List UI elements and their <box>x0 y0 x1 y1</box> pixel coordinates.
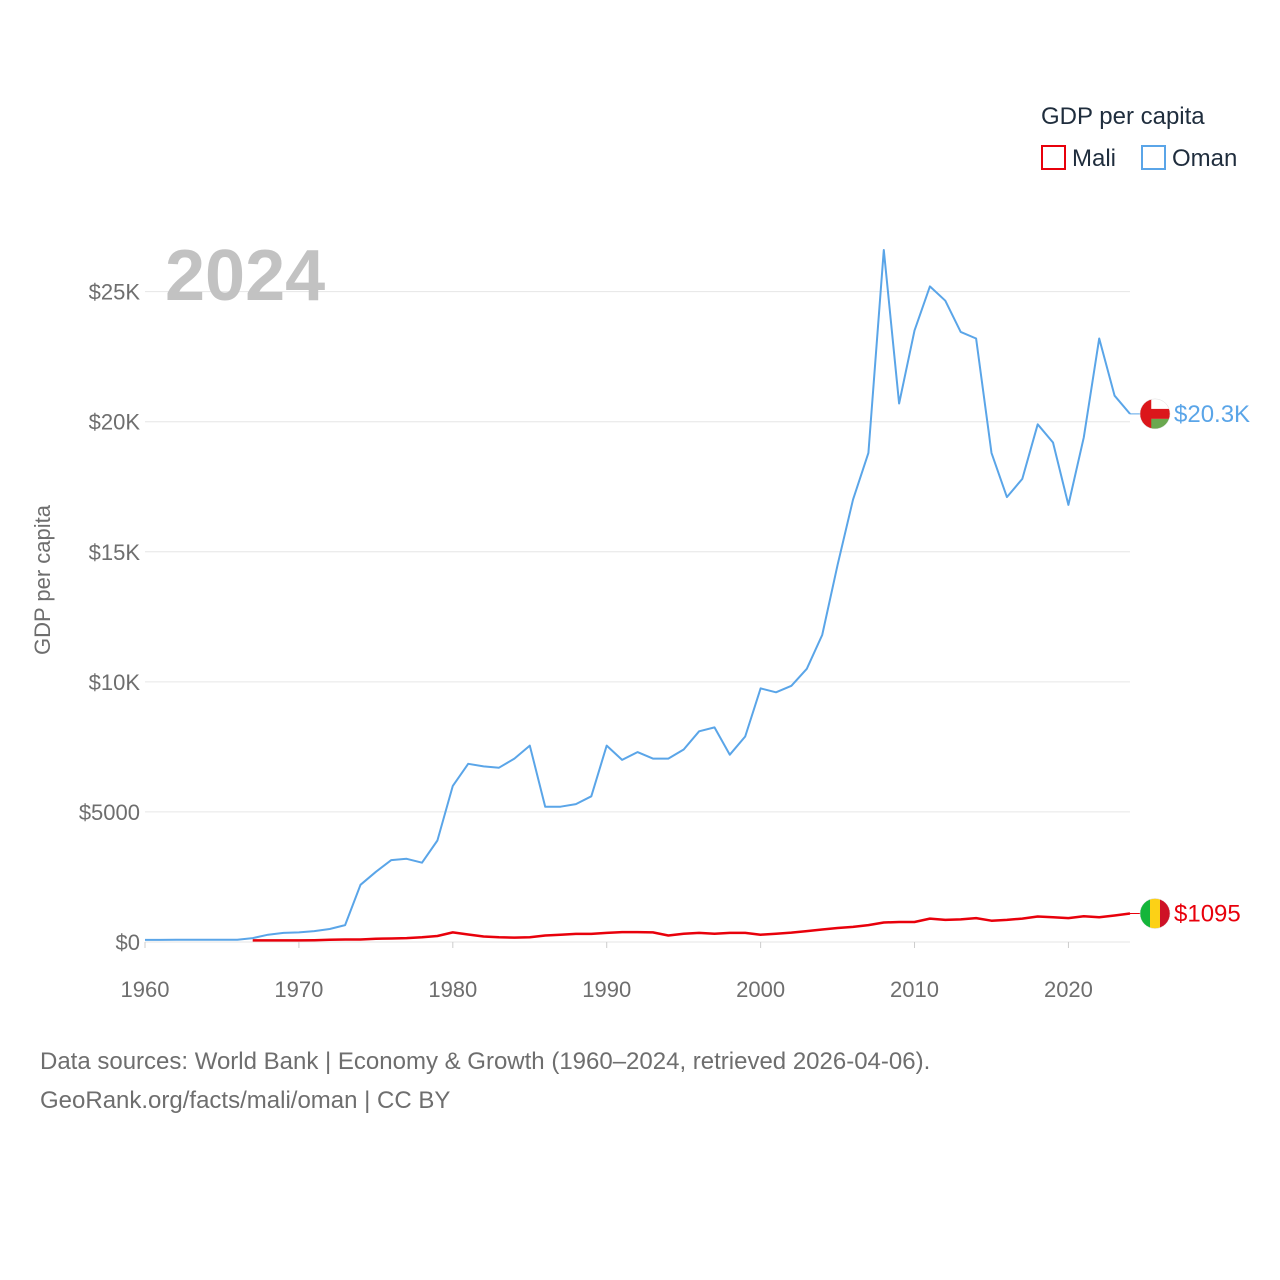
y-tick-label: $20K <box>89 410 141 435</box>
x-tick-label: 2000 <box>736 977 785 1002</box>
y-tick-label: $10K <box>89 670 141 695</box>
legend-item-oman[interactable]: Oman <box>1141 145 1237 172</box>
y-axis-label: GDP per capita <box>30 504 55 655</box>
end-markers: $1095 $20.3K <box>1130 398 1250 929</box>
legend-label-mali: Mali <box>1072 145 1116 172</box>
x-tick-label: 1980 <box>428 977 477 1002</box>
series-lines <box>145 249 1131 942</box>
x-tick-label: 2020 <box>1044 977 1093 1002</box>
legend-swatch-mali <box>1041 145 1066 170</box>
y-tick-label: $0 <box>116 930 140 955</box>
year-label: 2024 <box>165 236 325 316</box>
credit-line[interactable]: GeoRank.org/facts/mali/oman | CC BY <box>40 1087 451 1114</box>
source-line: Data sources: World Bank | Economy & Gro… <box>40 1048 931 1075</box>
legend-item-mali[interactable]: Mali <box>1041 145 1116 172</box>
source-footer: Data sources: World Bank | Economy & Gro… <box>40 1042 930 1120</box>
grid-lines <box>145 291 1130 943</box>
x-tick-label: 1960 <box>121 977 170 1002</box>
end-label-mali: $1095 <box>1174 901 1241 928</box>
x-axis-ticks: 1960 1970 1980 1990 2000 2010 2020 <box>121 942 1093 1002</box>
legend-swatch-oman <box>1141 145 1166 170</box>
y-tick-label: $5000 <box>79 800 140 825</box>
x-tick-label: 2010 <box>890 977 939 1002</box>
y-tick-label: $25K <box>89 280 141 305</box>
y-axis-ticks: $0 $5000 $10K $15K $20K $25K <box>79 280 141 955</box>
legend-title: GDP per capita <box>1041 103 1205 130</box>
legend-label-oman: Oman <box>1172 145 1237 172</box>
series-line-mali[interactable] <box>252 912 1131 942</box>
end-label-oman: $20.3K <box>1174 401 1250 428</box>
x-tick-label: 1970 <box>274 977 323 1002</box>
series-line-oman[interactable] <box>145 249 1131 941</box>
y-tick-label: $15K <box>89 540 141 565</box>
mali-flag-icon <box>1139 898 1171 929</box>
legend: GDP per capita Mali Oman <box>1041 103 1237 172</box>
x-tick-label: 1990 <box>582 977 631 1002</box>
oman-flag-icon <box>1139 398 1171 430</box>
